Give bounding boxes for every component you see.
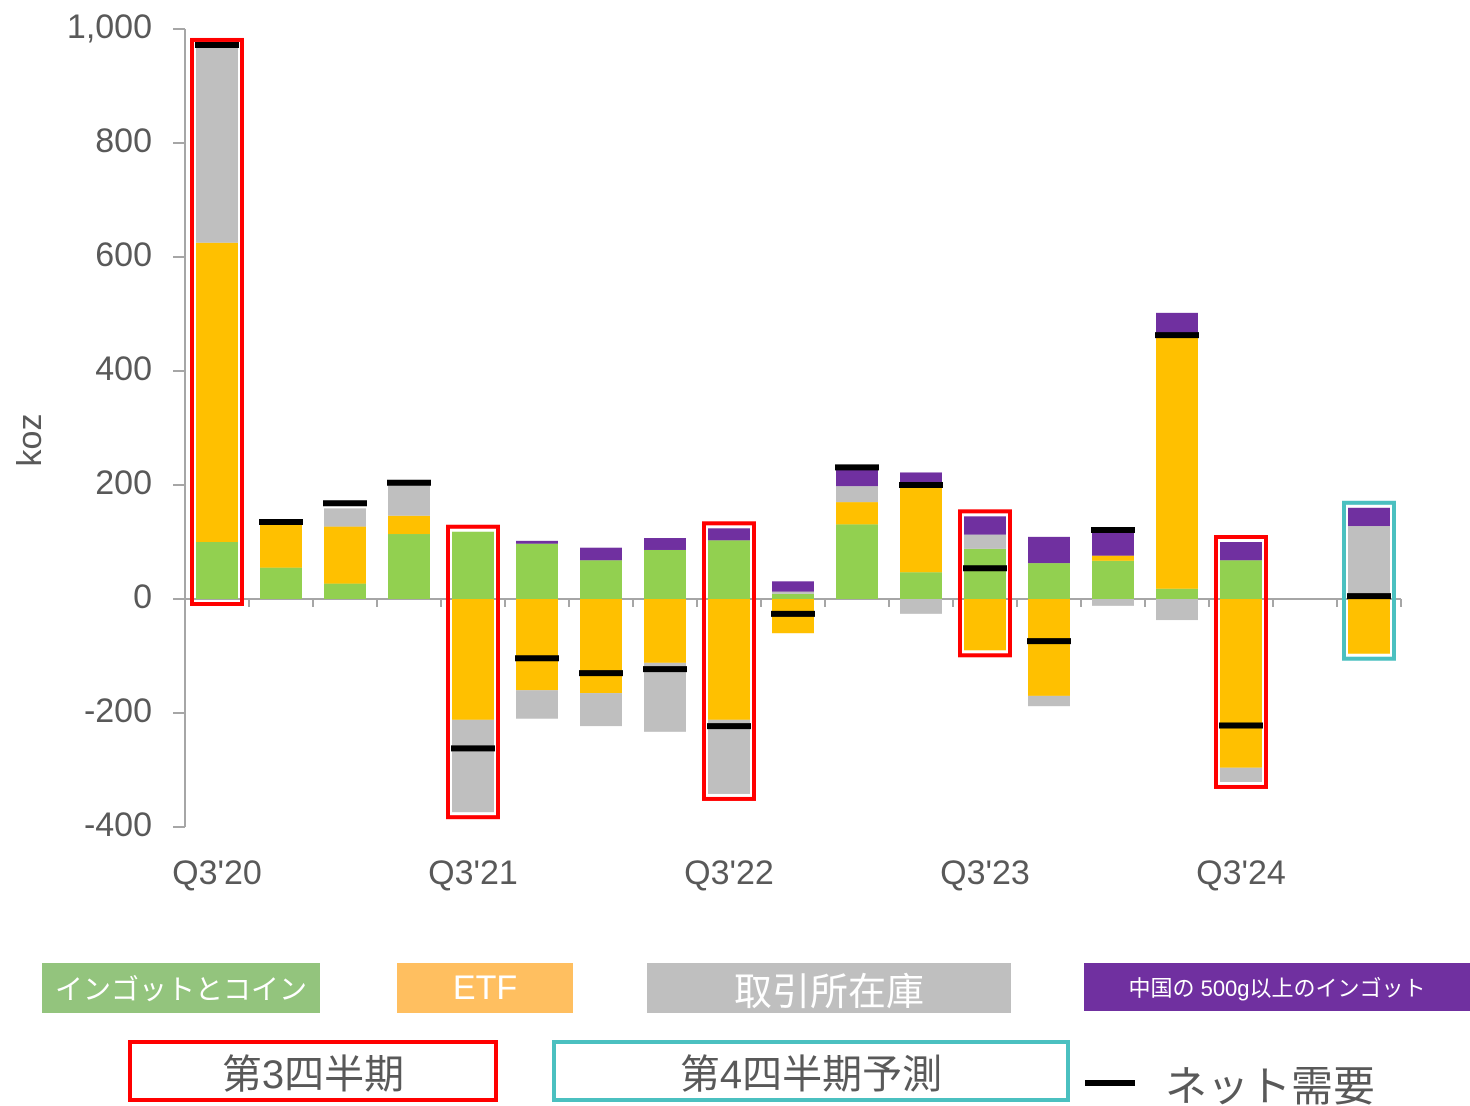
bar-segment xyxy=(260,567,302,599)
bar-segment xyxy=(1220,560,1262,599)
bar-segment xyxy=(1092,529,1134,556)
highlight-box xyxy=(958,509,1012,658)
legend-item: ネット需要 xyxy=(1165,1062,1376,1106)
bar-segment xyxy=(452,531,494,599)
x-tick-label: Q3'23 xyxy=(940,854,1030,892)
bar-segment xyxy=(1092,555,1134,561)
bar-segment xyxy=(1156,333,1198,589)
y-tick-label: 600 xyxy=(95,236,152,274)
bar-segment xyxy=(1092,560,1134,599)
bar-segment xyxy=(964,599,1006,651)
bar-segment xyxy=(708,719,750,794)
bar-segment xyxy=(1028,563,1070,599)
highlight-box xyxy=(446,524,500,820)
bar-segment xyxy=(196,46,238,243)
bar-segment xyxy=(772,591,814,594)
bar-segment xyxy=(580,547,622,561)
bar-segment xyxy=(388,515,430,535)
bar-segment xyxy=(900,487,942,573)
bar-segment xyxy=(1156,588,1198,599)
bar-segment xyxy=(772,581,814,592)
bar-segment xyxy=(1220,542,1262,561)
y-tick-label: -400 xyxy=(84,806,152,844)
bar-segment xyxy=(324,508,366,527)
bar-segment xyxy=(964,516,1006,535)
highlight-box xyxy=(190,37,244,606)
bar-segment xyxy=(196,242,238,542)
bar-segment xyxy=(1028,536,1070,564)
bar-segment xyxy=(580,560,622,599)
bar-segment xyxy=(644,549,686,599)
bar-segment xyxy=(836,467,878,487)
x-tick-label: Q3'21 xyxy=(428,854,518,892)
bar-segment xyxy=(1348,526,1390,599)
bar-segment xyxy=(900,599,942,614)
bar-segment xyxy=(324,526,366,584)
bar-segment xyxy=(388,534,430,599)
legend-item: 第3四半期 xyxy=(128,1040,498,1102)
bar-segment xyxy=(644,662,686,732)
bar-segment xyxy=(1092,599,1134,606)
bar-segment xyxy=(516,599,558,691)
y-axis-label: koz xyxy=(11,414,49,467)
y-tick-label: -200 xyxy=(84,692,152,730)
bar-segment xyxy=(772,593,814,599)
bar-segment xyxy=(516,543,558,599)
bar-segment xyxy=(196,542,238,599)
bar-segment xyxy=(900,572,942,599)
bar-segment xyxy=(516,690,558,719)
bar-segment xyxy=(836,486,878,503)
bar-segment xyxy=(964,548,1006,599)
bar-segment xyxy=(1348,507,1390,527)
bar-segment xyxy=(1028,695,1070,707)
bar-segment xyxy=(644,538,686,550)
y-tick-label: 200 xyxy=(95,464,152,502)
x-tick-label: Q3'20 xyxy=(172,854,262,892)
bar-segment xyxy=(1156,312,1198,334)
bar-segment xyxy=(1156,599,1198,621)
legend-item: ETF xyxy=(397,963,573,1013)
bar-segment xyxy=(452,719,494,813)
bar-segment xyxy=(1220,599,1262,768)
bar-segment xyxy=(836,524,878,599)
x-tick-label: Q3'22 xyxy=(684,854,774,892)
highlight-box xyxy=(1214,535,1268,789)
bar-segment xyxy=(580,693,622,727)
bar-segment xyxy=(388,485,430,516)
legend-item: インゴットとコイン xyxy=(42,963,320,1013)
legend-swatch xyxy=(1085,1080,1135,1086)
bar-segment xyxy=(708,528,750,541)
legend-item: 第4四半期予測 xyxy=(552,1040,1070,1102)
bar-segment xyxy=(836,502,878,525)
y-tick-label: 800 xyxy=(95,122,152,160)
bar-segment xyxy=(708,599,750,720)
legend-item: 中国の 500g以上のインゴット xyxy=(1084,963,1470,1011)
bar-segment xyxy=(260,524,302,568)
highlight-box xyxy=(702,521,756,801)
bar-segment xyxy=(1348,599,1390,654)
y-tick-label: 0 xyxy=(133,578,152,616)
chart: koz -400 -200 0 200 400 600 800 1,000 Q3'20 Q3'21… xyxy=(11,8,1402,892)
bar-segment xyxy=(708,540,750,599)
bar-segment xyxy=(1028,599,1070,696)
y-tick-label: 1,000 xyxy=(67,8,152,46)
bar-segment xyxy=(452,599,494,720)
bar-segment xyxy=(1220,767,1262,782)
bar-segment xyxy=(324,583,366,599)
bar-segment xyxy=(580,599,622,694)
y-tick-label: 400 xyxy=(95,350,152,388)
bar-segment xyxy=(516,540,558,544)
bar-segment xyxy=(644,599,686,663)
x-tick-label: Q3'24 xyxy=(1196,854,1286,892)
legend-item: 取引所在庫 xyxy=(647,963,1011,1014)
bar-segment xyxy=(964,534,1006,549)
highlight-box xyxy=(1342,500,1396,661)
